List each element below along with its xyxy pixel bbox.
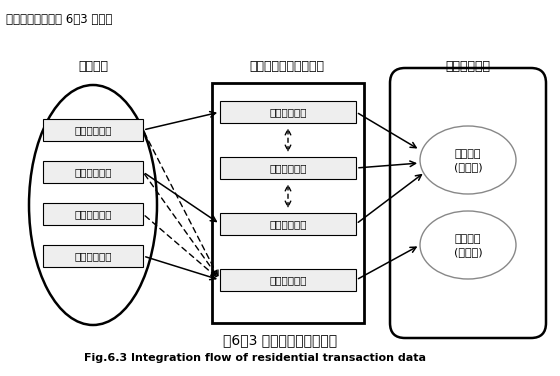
Ellipse shape xyxy=(420,126,516,194)
Text: 住宅数据整合: 住宅数据整合 xyxy=(446,59,491,73)
Text: (应变量): (应变量) xyxy=(454,162,482,172)
FancyBboxPatch shape xyxy=(43,119,143,141)
FancyBboxPatch shape xyxy=(220,269,356,291)
Text: 住宅成交价格: 住宅成交价格 xyxy=(269,163,307,173)
Text: 住宅价格: 住宅价格 xyxy=(455,149,481,159)
Text: 住宅挂牌价格: 住宅挂牌价格 xyxy=(269,219,307,229)
Text: 住宅自然属性: 住宅自然属性 xyxy=(269,275,307,285)
Ellipse shape xyxy=(420,211,516,279)
Text: 津市电子地图: 津市电子地图 xyxy=(74,251,112,261)
Text: 住宅评估报告: 住宅评估报告 xyxy=(74,125,112,135)
FancyBboxPatch shape xyxy=(220,213,356,235)
Text: 数据整理流程如图 6．3 所示。: 数据整理流程如图 6．3 所示。 xyxy=(6,13,113,26)
FancyBboxPatch shape xyxy=(43,245,143,267)
Ellipse shape xyxy=(29,85,157,325)
Text: 住宅排牌资料: 住宅排牌资料 xyxy=(74,167,112,177)
FancyBboxPatch shape xyxy=(212,83,364,323)
Text: 住宅评估价格: 住宅评估价格 xyxy=(269,107,307,117)
Text: 数据选择、修正与编码: 数据选择、修正与编码 xyxy=(250,59,324,73)
FancyBboxPatch shape xyxy=(220,157,356,179)
Text: Fig.6.3 Integration flow of residential transaction data: Fig.6.3 Integration flow of residential … xyxy=(84,353,426,363)
FancyBboxPatch shape xyxy=(390,68,546,338)
Text: 图6．3 住宅数据的整合流程: 图6．3 住宅数据的整合流程 xyxy=(223,333,337,347)
Text: (自变量): (自变量) xyxy=(454,247,482,257)
Text: 自然属性: 自然属性 xyxy=(455,234,481,244)
FancyBboxPatch shape xyxy=(220,101,356,123)
Text: 原始资料: 原始资料 xyxy=(78,59,108,73)
FancyBboxPatch shape xyxy=(43,161,143,183)
Text: 住宅调查资料: 住宅调查资料 xyxy=(74,209,112,219)
FancyBboxPatch shape xyxy=(43,203,143,225)
